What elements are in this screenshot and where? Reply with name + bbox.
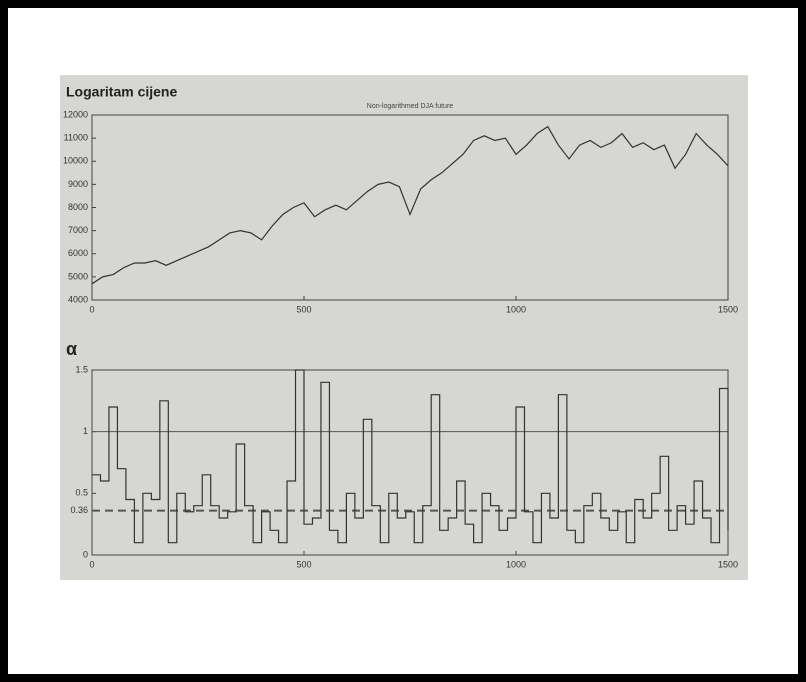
x-tick-label: 500: [296, 304, 311, 314]
x-tick-label: 1500: [718, 304, 738, 314]
x-tick-label: 0: [89, 559, 94, 569]
data-line: [91, 125, 729, 285]
x-tick-label: 1500: [718, 559, 738, 569]
x-tick-label: 0: [89, 304, 94, 314]
y-tick-label: 12000: [63, 109, 88, 119]
y-tick-label: 9000: [68, 179, 88, 189]
x-tick-label: 500: [296, 559, 311, 569]
y-tick-label: 0: [83, 549, 88, 559]
chart-title: Logaritam cijene: [66, 84, 177, 100]
photo-background: [60, 75, 748, 580]
y-tick-label: 1.5: [75, 364, 88, 374]
y-tick-label: 0.5: [75, 488, 88, 498]
chart-subtitle: Non-logarithmed DJA future: [367, 103, 453, 110]
y-tick-label: 8000: [68, 202, 88, 212]
y-tick-label: 5000: [68, 271, 88, 281]
y-tick-label: 11000: [64, 133, 88, 143]
chart-title: α: [66, 339, 77, 359]
y-tick-label: 0.36: [70, 505, 88, 515]
data-line: [92, 369, 729, 544]
y-tick-label: 6000: [68, 248, 88, 258]
y-tick-label: 10000: [63, 156, 88, 166]
x-tick-label: 1000: [506, 304, 526, 314]
y-tick-label: 7000: [68, 225, 88, 235]
y-tick-label: 4000: [68, 294, 88, 304]
y-tick-label: 1: [83, 426, 88, 436]
x-tick-label: 1000: [506, 559, 526, 569]
